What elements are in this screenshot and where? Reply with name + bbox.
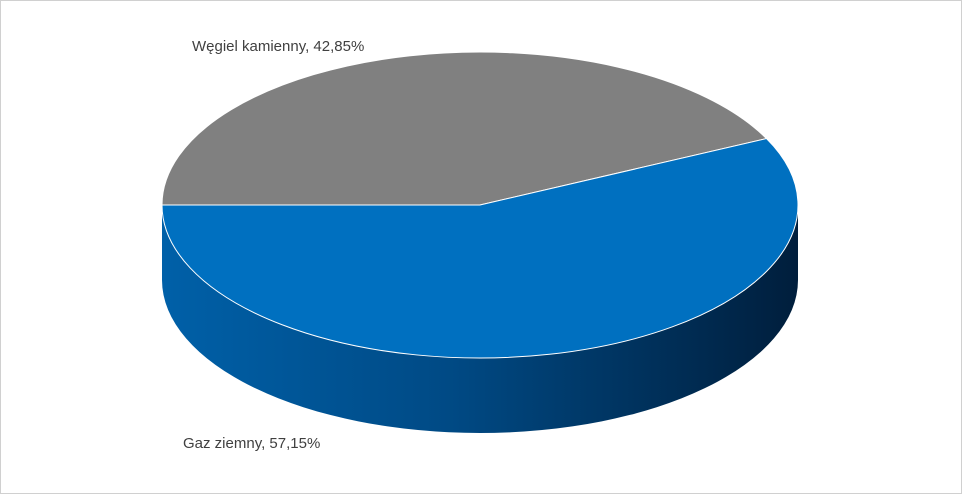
pie-slice (161, 138, 799, 359)
pie-slice (161, 51, 768, 206)
pie-side (162, 205, 798, 433)
data-label: Gaz ziemny, 57,15% (183, 435, 320, 452)
data-label: Węgiel kamienny, 42,85% (192, 38, 364, 55)
